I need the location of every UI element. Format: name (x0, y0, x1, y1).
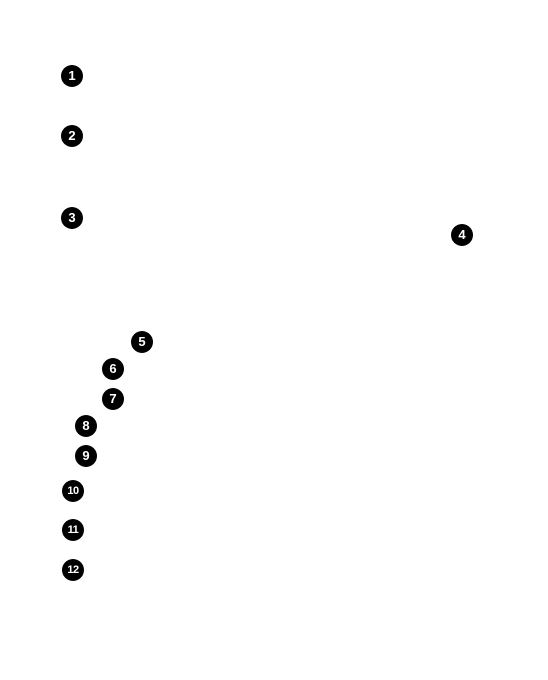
callout-marker-10: 10 (62, 480, 84, 502)
callout-marker-8: 8 (75, 415, 97, 437)
callout-marker-12: 12 (62, 559, 84, 581)
callout-marker-11: 11 (62, 519, 84, 541)
callout-marker-1: 1 (61, 65, 83, 87)
callout-marker-6: 6 (102, 358, 124, 380)
callout-marker-3: 3 (61, 207, 83, 229)
callout-marker-5: 5 (131, 331, 153, 353)
callout-marker-4: 4 (451, 224, 473, 246)
callout-marker-7: 7 (102, 388, 124, 410)
callout-marker-9: 9 (75, 445, 97, 467)
callout-marker-2: 2 (61, 125, 83, 147)
